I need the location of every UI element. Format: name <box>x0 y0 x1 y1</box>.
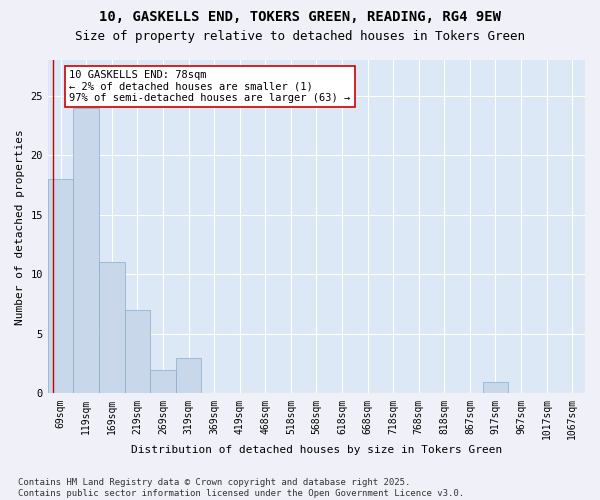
Bar <box>99 262 125 394</box>
Bar <box>125 310 150 394</box>
Y-axis label: Number of detached properties: Number of detached properties <box>15 129 25 324</box>
X-axis label: Distribution of detached houses by size in Tokers Green: Distribution of detached houses by size … <box>131 445 502 455</box>
Bar <box>48 179 73 394</box>
Text: Contains HM Land Registry data © Crown copyright and database right 2025.
Contai: Contains HM Land Registry data © Crown c… <box>18 478 464 498</box>
Text: 10, GASKELLS END, TOKERS GREEN, READING, RG4 9EW: 10, GASKELLS END, TOKERS GREEN, READING,… <box>99 10 501 24</box>
Bar <box>150 370 176 394</box>
Bar <box>73 108 99 394</box>
Bar <box>482 382 508 394</box>
Text: Size of property relative to detached houses in Tokers Green: Size of property relative to detached ho… <box>75 30 525 43</box>
Text: 10 GASKELLS END: 78sqm
← 2% of detached houses are smaller (1)
97% of semi-detac: 10 GASKELLS END: 78sqm ← 2% of detached … <box>70 70 350 103</box>
Bar <box>176 358 202 394</box>
